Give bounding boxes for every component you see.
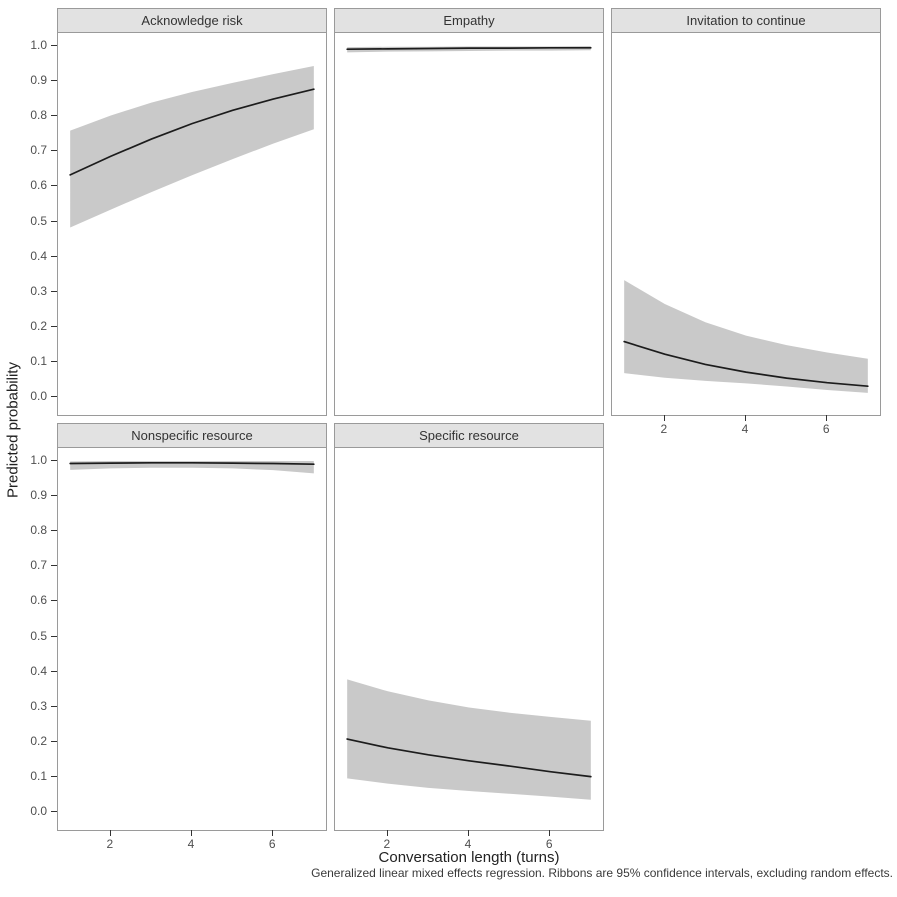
facet-strip-label: Empathy	[334, 8, 604, 33]
prediction-line	[623, 340, 869, 388]
x-tick-mark	[109, 830, 111, 836]
facet-panel-empathy: Empathy	[334, 8, 604, 416]
y-tick-mark	[51, 45, 57, 46]
y-tick-mark	[51, 565, 57, 567]
facet-panel-nonspecific-resource: Nonspecific resource	[57, 423, 327, 831]
y-tick-label: 1.0	[30, 453, 47, 467]
y-tick-mark	[51, 255, 57, 257]
y-tick-mark	[51, 360, 57, 362]
facet-panel-acknowledge-risk: Acknowledge risk	[57, 8, 327, 416]
x-tick-mark	[386, 830, 388, 836]
x-tick-mark	[272, 830, 274, 836]
x-tick-label: 4	[464, 837, 472, 851]
x-tick-label: 2	[106, 837, 114, 851]
y-tick-label: 0.0	[30, 804, 47, 818]
prediction-line	[69, 461, 315, 466]
y-tick-label: 0.2	[30, 733, 47, 748]
x-tick-mark	[663, 415, 665, 421]
facet-strip-label: Acknowledge risk	[57, 8, 327, 33]
y-tick-label: 0.0	[30, 389, 47, 403]
y-tick-label: 0.8	[30, 108, 47, 123]
y-tick-mark	[51, 80, 57, 82]
confidence-ribbon	[347, 679, 591, 800]
x-tick-mark	[745, 415, 746, 421]
y-tick-label: 0.8	[30, 523, 47, 538]
confidence-ribbon	[70, 66, 314, 228]
y-axis-title: Predicted probability	[4, 362, 22, 498]
y-tick-mark	[51, 775, 57, 777]
y-tick-label: 0.6	[30, 178, 47, 193]
y-tick-mark	[51, 670, 57, 672]
facet-panel-invitation-to-continue: Invitation to continue	[611, 8, 881, 416]
y-tick-mark	[51, 530, 57, 532]
facet-plot-area	[57, 33, 327, 416]
y-tick-mark	[51, 115, 57, 117]
y-tick-label: 0.2	[30, 318, 47, 333]
x-tick-label: 4	[741, 422, 749, 436]
y-tick-label: 0.7	[30, 143, 47, 158]
x-tick-mark	[549, 830, 551, 836]
prediction-line	[346, 46, 592, 51]
y-tick-mark	[51, 150, 57, 152]
x-tick-mark	[826, 415, 828, 421]
y-tick-label: 0.9	[30, 488, 47, 503]
facet-plot-area	[334, 448, 604, 831]
y-tick-mark	[51, 495, 57, 497]
y-tick-label: 0.6	[30, 593, 47, 608]
y-tick-label: 0.1	[30, 768, 47, 783]
facet-plot-area	[334, 33, 604, 416]
y-tick-label: 0.3	[30, 698, 47, 713]
y-tick-mark	[51, 290, 57, 292]
x-tick-mark	[468, 830, 469, 836]
confidence-ribbon	[624, 280, 868, 393]
x-tick-mark	[191, 830, 192, 836]
x-tick-label: 2	[383, 837, 391, 851]
prediction-line	[346, 738, 592, 778]
facet-strip-label: Invitation to continue	[611, 8, 881, 33]
facet-plot-area	[57, 448, 327, 831]
facet-strip-label: Nonspecific resource	[57, 423, 327, 448]
y-tick-label: 0.4	[30, 663, 47, 678]
y-tick-label: 0.5	[30, 213, 47, 228]
x-tick-label: 6	[268, 837, 276, 851]
facet-strip-label: Specific resource	[334, 423, 604, 448]
figure-caption: Generalized linear mixed effects regress…	[311, 866, 893, 880]
y-tick-label: 0.4	[30, 248, 47, 263]
y-tick-label: 0.5	[30, 628, 47, 643]
x-tick-label: 6	[545, 837, 553, 851]
facet-plot-area	[611, 33, 881, 416]
x-tick-label: 2	[660, 422, 668, 436]
y-tick-mark	[51, 460, 57, 461]
prediction-line	[69, 88, 315, 176]
y-tick-mark	[51, 185, 57, 187]
y-tick-mark	[51, 740, 57, 742]
y-tick-label: 0.7	[30, 558, 47, 573]
y-tick-label: 0.3	[30, 283, 47, 298]
y-tick-mark	[51, 325, 57, 327]
x-tick-label: 4	[187, 837, 195, 851]
x-axis-title: Conversation length (turns)	[378, 849, 560, 866]
y-tick-mark	[51, 396, 57, 397]
y-tick-mark	[51, 811, 57, 812]
y-tick-mark	[51, 220, 57, 222]
y-tick-label: 0.1	[30, 353, 47, 368]
x-tick-label: 6	[822, 422, 830, 436]
y-tick-label: 0.9	[30, 73, 47, 88]
facet-panel-specific-resource: Specific resource	[334, 423, 604, 831]
y-tick-mark	[51, 635, 57, 637]
y-tick-mark	[51, 705, 57, 707]
y-tick-label: 1.0	[30, 38, 47, 52]
y-tick-mark	[51, 600, 57, 602]
